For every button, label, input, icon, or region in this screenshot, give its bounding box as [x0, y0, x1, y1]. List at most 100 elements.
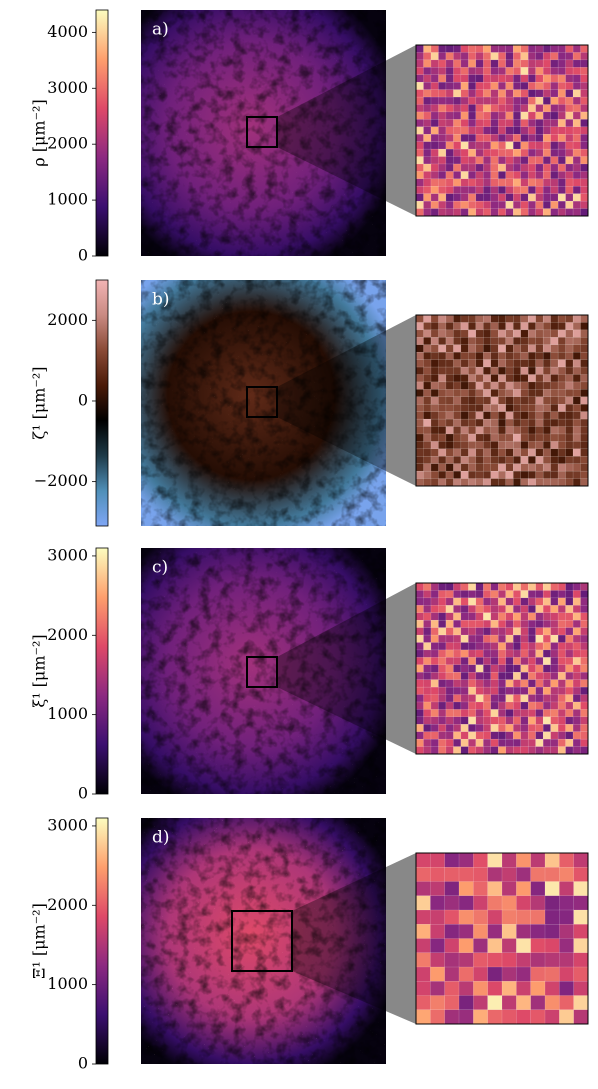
inset-cell — [483, 657, 492, 666]
inset-cell — [498, 104, 507, 113]
inset-cell — [572, 163, 581, 172]
inset-cell — [550, 716, 559, 725]
inset-cell — [580, 337, 589, 346]
inset-cell — [490, 208, 499, 217]
inset-cell — [453, 657, 462, 666]
inset-cell — [423, 672, 432, 681]
inset-cell — [505, 111, 514, 120]
inset-cell — [572, 44, 581, 53]
inset-cell — [501, 1009, 517, 1025]
inset-cell — [550, 208, 559, 217]
inset-cell — [468, 738, 477, 747]
inset-cell — [483, 411, 492, 420]
inset-cell — [430, 612, 439, 621]
inset-cell — [572, 178, 581, 187]
inset-cell — [550, 738, 559, 747]
inset-cell — [513, 672, 522, 681]
inset-cell — [513, 59, 522, 68]
inset-cell — [557, 44, 566, 53]
inset-cell — [505, 627, 514, 636]
inset-cell — [468, 664, 477, 673]
inset-cell — [520, 96, 529, 105]
inset-cell — [520, 418, 529, 427]
zoom-box — [246, 386, 278, 418]
inset-cell — [490, 694, 499, 703]
inset-cell — [557, 322, 566, 331]
inset-cell — [565, 314, 574, 323]
inset-cell — [535, 351, 544, 361]
inset-cell — [483, 200, 492, 209]
inset-cell — [505, 642, 514, 651]
inset-cell — [423, 329, 432, 338]
inset-cell — [550, 329, 559, 338]
inset-cell — [430, 456, 439, 465]
inset-cell — [445, 171, 454, 180]
inset-cell — [453, 314, 462, 323]
inset-cell — [580, 709, 589, 718]
inset-cell — [415, 322, 424, 331]
inset-cell — [423, 178, 432, 187]
inset-cell — [530, 995, 546, 1011]
inset-cell — [483, 664, 492, 673]
inset-cell — [445, 389, 454, 398]
inset-cell — [415, 200, 424, 209]
inset-cell — [445, 738, 454, 747]
inset-cell — [513, 314, 522, 323]
inset-cell — [473, 1009, 489, 1025]
zoom-shade — [277, 598, 386, 740]
inset-cell — [535, 433, 544, 442]
inset-cell — [557, 724, 566, 733]
inset-cell — [423, 141, 432, 150]
inset-cell — [468, 694, 477, 703]
inset-cell — [445, 619, 454, 629]
inset-cell — [580, 716, 589, 725]
inset-cell — [572, 322, 581, 331]
inset-cell — [468, 463, 477, 472]
inset-cell — [542, 186, 552, 195]
inset-cell — [550, 686, 559, 695]
inset-cell — [415, 411, 424, 420]
inset-cell — [438, 649, 447, 658]
inset-cell — [542, 148, 552, 157]
inset-cell — [505, 329, 514, 338]
inset-cell — [557, 374, 566, 383]
inset-cell — [444, 895, 460, 911]
inset-cell — [483, 81, 492, 91]
inset-cell — [516, 881, 532, 897]
zoom-box — [231, 910, 293, 972]
inset-cell — [535, 456, 544, 465]
inset-cell — [423, 738, 432, 747]
inset-cell — [542, 156, 552, 165]
inset-cell — [535, 156, 544, 165]
inset-cell — [580, 208, 589, 217]
inset-cell — [438, 433, 447, 442]
inset-cell — [453, 642, 462, 651]
inset-cell — [565, 679, 574, 688]
inset-cell — [520, 389, 529, 398]
inset-cell — [483, 134, 492, 143]
inset-cell — [438, 208, 447, 217]
inset-cell — [498, 746, 507, 755]
inset-cell — [542, 141, 552, 150]
inset-cell — [460, 605, 469, 614]
inset-cell — [475, 649, 484, 658]
inset-cell — [559, 867, 575, 882]
inset-cell — [498, 590, 507, 599]
inset-cell — [557, 619, 566, 629]
inset-cell — [498, 59, 507, 68]
inset-cell — [460, 314, 469, 323]
inset-cell — [438, 597, 447, 606]
inset-cell — [557, 74, 566, 83]
inset-cell — [580, 746, 589, 755]
inset-cell — [483, 366, 492, 375]
inset-cell — [535, 724, 544, 733]
inset-cell — [460, 694, 469, 703]
inset-cell — [501, 995, 517, 1011]
inset-cell — [550, 404, 559, 413]
inset-cell — [415, 924, 431, 939]
inset-cell — [490, 441, 499, 450]
inset-cell — [535, 441, 544, 450]
inset-cell — [483, 582, 492, 591]
inset-cell — [423, 463, 432, 472]
inset-cell — [557, 59, 566, 68]
